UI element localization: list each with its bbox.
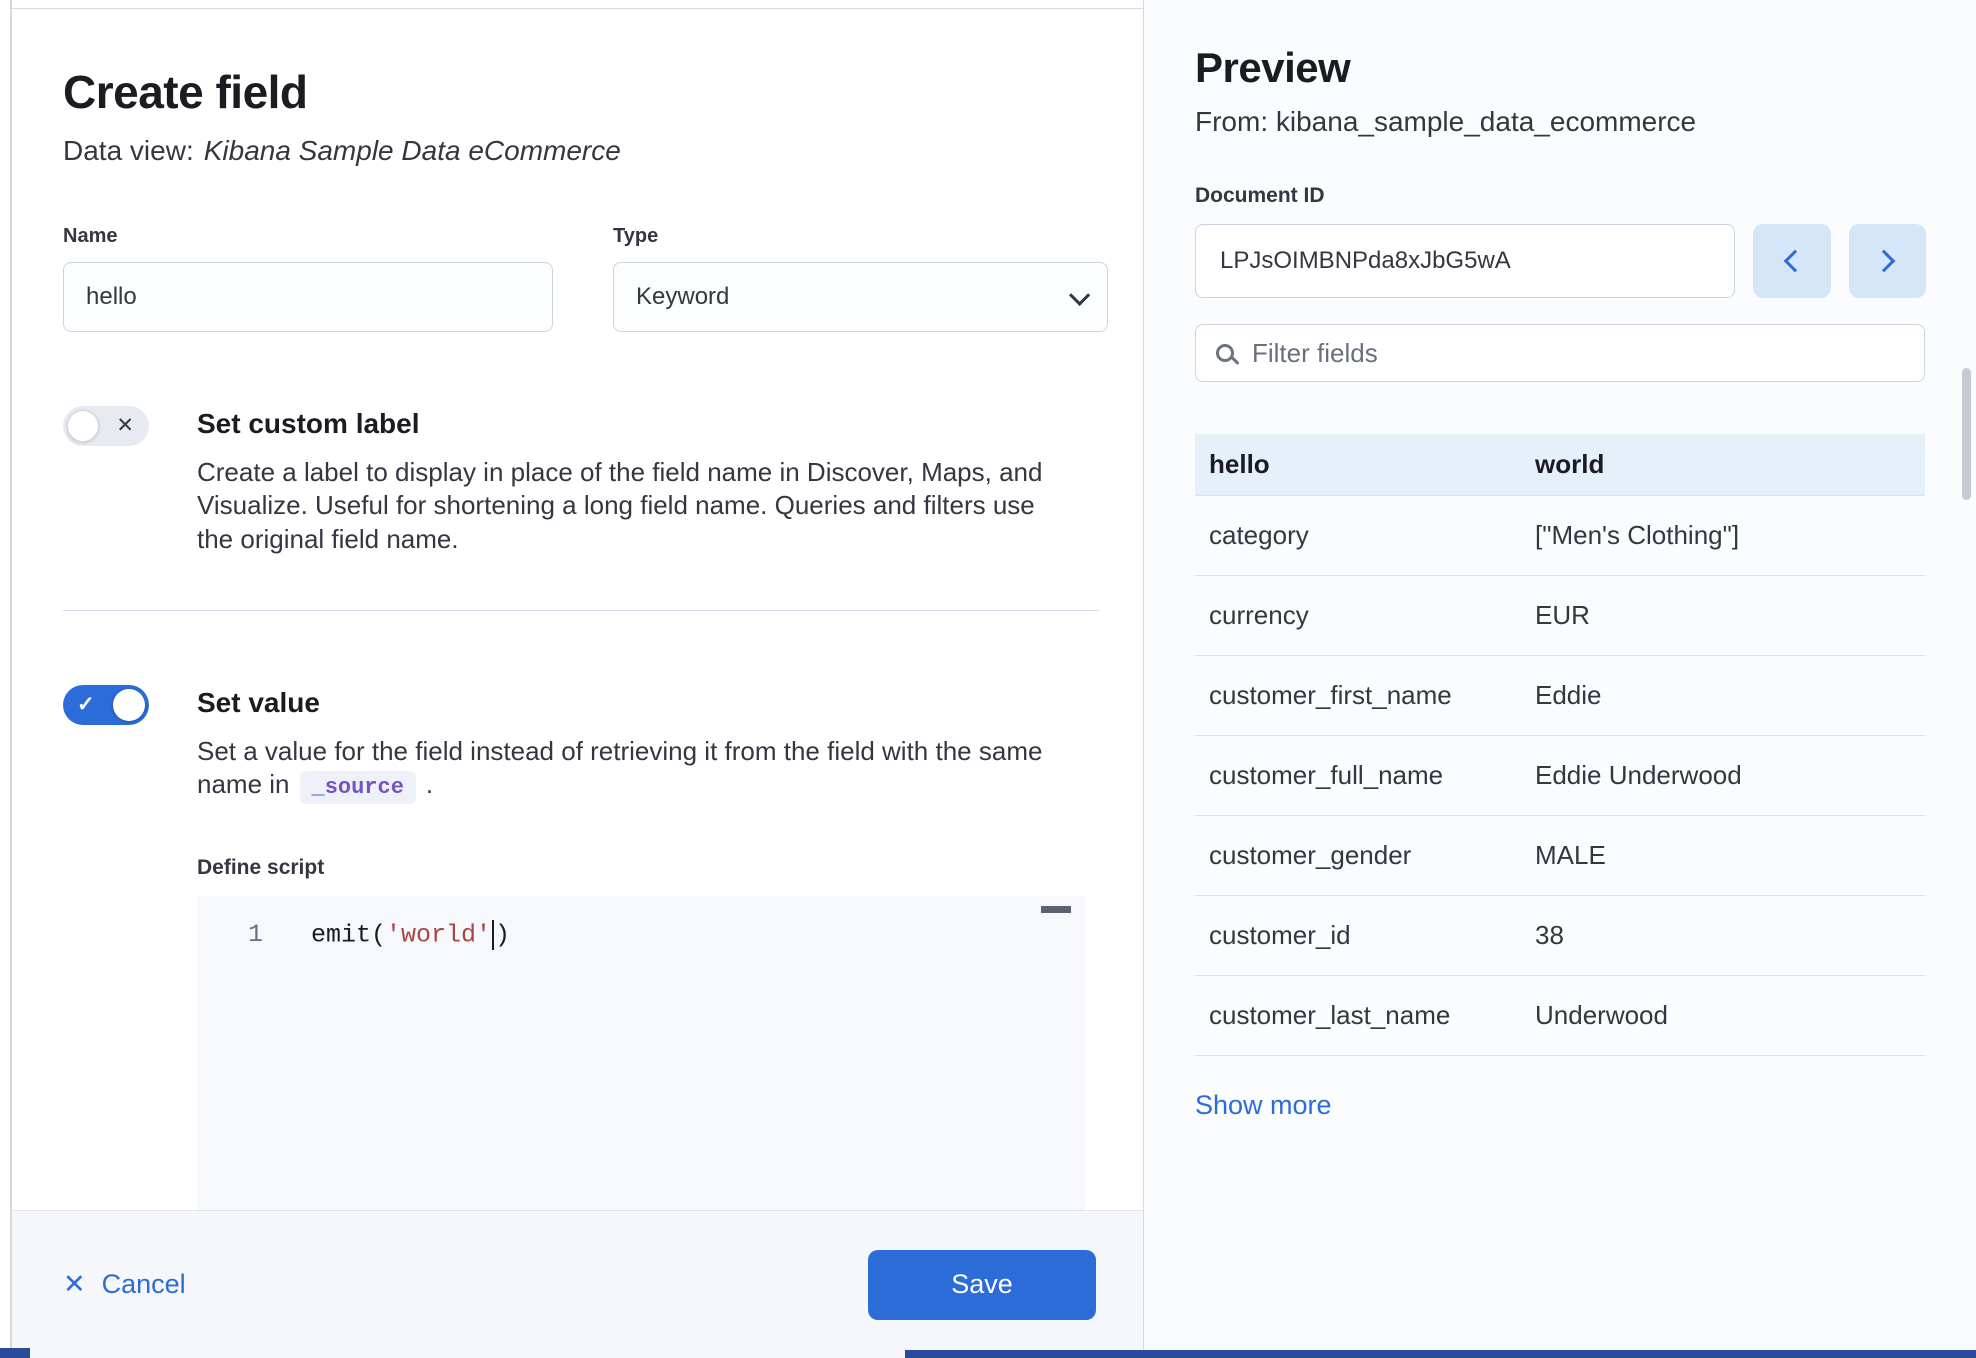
set-value-section: ✓ Set value Set a value for the field in… [63,683,1099,805]
name-label: Name [63,225,118,247]
document-id-label: Document ID [1195,184,1325,207]
data-view-name: Kibana Sample Data eCommerce [203,135,621,166]
type-field-group: Type Keyword [613,225,1108,332]
cancel-label: Cancel [101,1269,186,1299]
set-value-description: Set a value for the field instead of ret… [197,735,1049,805]
field-value: Underwood [1535,1000,1668,1030]
table-header-key: hello [1209,449,1270,479]
set-value-description-before: Set a value for the field instead of ret… [197,735,1043,800]
text-cursor [492,920,495,951]
name-input[interactable] [63,262,553,332]
toggle-off-x-icon: ✕ [116,414,134,437]
code-text: emit('world') [311,920,511,951]
preview-panel: Preview From: kibana_sample_data_ecommer… [1144,0,1976,1358]
field-value: ["Men's Clothing"] [1535,520,1740,550]
field-name: customer_gender [1209,840,1412,870]
bottom-app-bar-fragment [905,1350,1976,1358]
table-row: customer_last_name Underwood [1195,976,1925,1056]
close-icon: ✕ [63,1269,86,1299]
bottom-app-bar-fragment [0,1348,30,1358]
data-view-label: Data view: [63,135,194,166]
script-code-editor[interactable]: 1 emit('world') [197,896,1085,1210]
editor-minimap-marker [1041,906,1071,914]
next-document-button[interactable] [1848,224,1926,298]
table-row: customer_id 38 [1195,896,1925,976]
previous-document-button[interactable] [1753,224,1831,298]
custom-label-toggle-col: ✕ [63,404,197,556]
field-value: MALE [1535,840,1606,870]
save-button[interactable]: Save [868,1249,1096,1320]
table-row: currency EUR [1195,576,1925,656]
field-value: 38 [1535,920,1564,950]
name-field-group: Name [63,225,553,332]
code-string-literal: 'world' [386,920,492,950]
panel-divider [1143,0,1144,1358]
field-name: currency [1209,600,1309,630]
field-name: customer_full_name [1209,760,1444,790]
filter-fields-box[interactable] [1195,324,1925,382]
document-id-input[interactable] [1195,224,1736,298]
set-value-text: Set value Set a value for the field inst… [197,683,1049,805]
code-before: emit( [311,920,387,950]
set-value-title: Set value [197,686,320,718]
type-select-value: Keyword [636,283,730,310]
chevron-right-icon [1873,249,1896,273]
preview-from: From: kibana_sample_data_ecommerce [1195,106,1697,137]
data-view-subtitle: Data view: Kibana Sample Data eCommerce [63,135,1099,167]
preview-title: Preview [1195,44,1351,91]
show-more-link[interactable]: Show more [1195,1090,1332,1120]
page-title: Create field [63,66,308,118]
field-name: category [1209,520,1309,550]
toggle-check-icon: ✓ [77,692,95,716]
type-select[interactable]: Keyword [613,262,1108,332]
custom-label-title: Set custom label [197,408,420,439]
table-row: category ["Men's Clothing"] [1195,496,1925,576]
type-label: Type [613,225,659,247]
document-id-row [1195,224,1926,298]
code-line: 1 emit('world') [197,896,1085,951]
table-header-value: world [1535,449,1605,479]
create-field-panel: Create field Data view: Kibana Sample Dat… [12,8,1143,1210]
flyout-footer: ✕ Cancel Save [12,1210,1143,1358]
name-type-row: Name Type Keyword [63,225,1108,332]
custom-label-section: ✕ Set custom label Create a label to dis… [63,404,1099,556]
cancel-button[interactable]: ✕ Cancel [63,1269,186,1300]
field-value: EUR [1535,600,1590,630]
page-edge-line [10,0,12,1348]
code-after: ) [495,920,511,950]
set-value-toggle-col: ✓ [63,683,197,802]
table-header-row: hello world [1195,434,1925,496]
custom-label-description: Create a label to display in place of th… [197,457,1043,554]
search-icon [1216,344,1234,362]
field-name: customer_id [1209,920,1351,950]
field-value: Eddie [1535,680,1602,710]
chevron-down-icon [1069,284,1091,306]
custom-label-toggle[interactable]: ✕ [63,406,149,446]
toggle-knob [67,410,99,442]
set-value-toggle[interactable]: ✓ [63,684,149,725]
field-name: customer_first_name [1209,680,1452,710]
table-row: customer_full_name Eddie Underwood [1195,736,1925,816]
scrollbar-thumb[interactable] [1962,368,1971,500]
preview-table: hello world category ["Men's Clothing"] … [1195,434,1925,1056]
define-script-label: Define script [197,856,325,880]
custom-label-text: Set custom label Create a label to displ… [197,404,1049,556]
table-row: customer_gender MALE [1195,816,1925,896]
field-name: customer_last_name [1209,1000,1451,1030]
source-code-badge: _source [299,771,416,805]
set-value-description-after: . [425,769,434,800]
filter-fields-input[interactable] [1252,337,1904,369]
section-divider [63,609,1099,611]
chevron-left-icon [1783,249,1807,273]
toggle-knob [113,688,145,721]
field-value: Eddie Underwood [1535,760,1742,790]
line-number: 1 [247,920,263,950]
table-row: customer_first_name Eddie [1195,656,1925,736]
